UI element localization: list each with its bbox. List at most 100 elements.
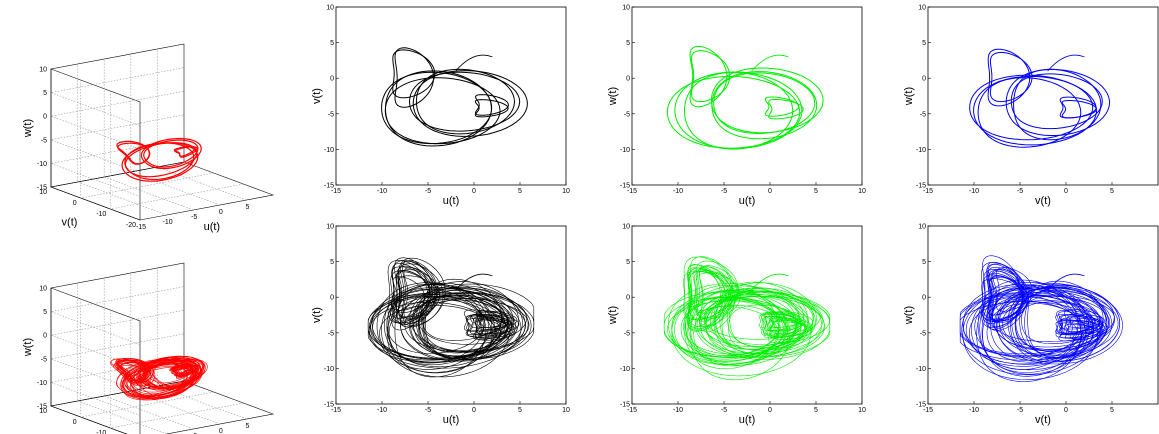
z-tick-label: 5: [43, 90, 47, 97]
y-tick-label: 0: [626, 76, 630, 83]
axes-frame: [928, 7, 1158, 185]
y-tick-label: 10: [918, 5, 926, 12]
z-axis-label: w(t): [22, 338, 34, 357]
x-axis-label: v(t): [1035, 414, 1051, 426]
z-tick-label: 10: [39, 286, 47, 293]
plot-r2c1: -15-10-50510-15-10-505-20-10010w(t)u(t)v…: [22, 263, 273, 434]
plot-r2c4: -15 -10 -5 0 5-15-10-50510v(t)w(t): [903, 224, 1158, 427]
x-tick-label: -10: [673, 188, 683, 195]
x-tick-label: -5: [191, 214, 197, 221]
y-tick-label: -5: [624, 330, 630, 337]
z-tick-label: -5: [41, 137, 47, 144]
x-tick-label: 0: [1064, 407, 1068, 414]
y-tick-label: -15: [324, 183, 334, 190]
x-tick-label: 5: [1110, 407, 1114, 414]
x-tick-label: 5: [518, 188, 522, 195]
y-tick-label: 10: [918, 224, 926, 231]
y-tick-label: -15: [620, 183, 630, 190]
grid-line: [81, 80, 214, 198]
y-tick-label: 5: [922, 259, 926, 266]
y-tick-label: 0: [73, 200, 77, 207]
y-tick-label: -5: [328, 111, 334, 118]
x-tick-label: -5: [425, 407, 431, 414]
y-tick-label: -5: [624, 111, 630, 118]
y-tick-label: 5: [330, 40, 334, 47]
y-tick-label: -10: [96, 211, 106, 218]
x-tick-label: 5: [814, 188, 818, 195]
y-tick-label: -10: [96, 430, 106, 434]
y-tick-label: 0: [626, 295, 630, 302]
z-tick-label: 0: [43, 333, 47, 340]
plot-r1c2: -15 -10 -5 0 5 10 -15 -10 -5 0 5 10 u(t) v(t): [311, 5, 570, 208]
plot-r2c3: -15 -10 -5 0 5 10-15-10-50510u(t)w(t): [607, 224, 866, 427]
x-tick-label: 5: [518, 407, 522, 414]
y-tick-label: 0: [330, 295, 334, 302]
y-tick-label: 5: [626, 40, 630, 47]
y-tick-label: 10: [622, 5, 630, 12]
y-tick-label: -10: [916, 147, 926, 154]
y-tick-label: 10: [622, 224, 630, 231]
x-tick-label: 10: [562, 188, 570, 195]
x-tick-label: -10: [673, 407, 683, 414]
x-tick-label: -5: [721, 407, 727, 414]
x-tick-label: 5: [1110, 188, 1114, 195]
box-wall: [51, 162, 273, 220]
grid-line: [131, 273, 220, 424]
x-axis-label: u(t): [739, 414, 756, 426]
x-tick-label: 5: [245, 204, 249, 211]
x-tick-label: -10: [969, 407, 979, 414]
y-tick-label: -10: [620, 147, 630, 154]
y-tick-label: -15: [620, 402, 630, 409]
axes-frame: [632, 226, 862, 404]
plot-r2c2: -15 -10 -5 0 5 10 -15 -10 -5 0 5 10 u(t) v(t): [311, 224, 570, 427]
y-tick-label: -15: [324, 402, 334, 409]
x-tick-label: -5: [425, 188, 431, 195]
x-tick-label: -10: [969, 188, 979, 195]
x-tick-label: -5: [721, 188, 727, 195]
y-tick-label: 0: [922, 295, 926, 302]
y-axis-label: v(t): [311, 88, 323, 104]
z-axis-label: w(t): [22, 119, 34, 138]
grid-line: [78, 64, 167, 215]
y-tick-label: -10: [916, 366, 926, 373]
y-tick-label: -10: [324, 366, 334, 373]
x-axis-label: u(t): [443, 414, 460, 426]
x-axis-label: u(t): [204, 221, 221, 233]
y-axis-label: v(t): [311, 307, 323, 323]
y-tick-label: 10: [39, 408, 47, 415]
x-tick-label: -5: [1017, 407, 1023, 414]
y-tick-label: 0: [330, 76, 334, 83]
z-tick-label: -5: [41, 356, 47, 363]
y-tick-label: 5: [922, 40, 926, 47]
x-tick-label: 0: [219, 209, 223, 216]
x-tick-label: 5: [814, 407, 818, 414]
y-tick-label: -5: [920, 330, 926, 337]
y-tick-label: -10: [324, 147, 334, 154]
grid-line: [104, 59, 193, 210]
x-tick-label: -15: [136, 224, 146, 231]
grid-line: [104, 278, 193, 429]
z-tick-label: 10: [39, 67, 47, 74]
plot-r1c4: -15 -10 -5 0 5-15-10-50510v(t)w(t): [903, 5, 1158, 208]
y-tick-label: 5: [626, 259, 630, 266]
x-axis-label: u(t): [443, 195, 460, 207]
y-tick-label: 10: [326, 5, 334, 12]
grid-line: [131, 54, 220, 205]
y-axis-label: v(t): [62, 217, 78, 229]
x-tick-label: 10: [562, 407, 570, 414]
x-tick-label: -10: [163, 219, 173, 226]
y-tick-label: -10: [620, 366, 630, 373]
y-tick-label: -20: [126, 222, 136, 229]
plot-r1c1: -15-10-50510-15-10-505-20-10010w(t)u(t)v…: [22, 44, 273, 233]
axes-frame: [632, 7, 862, 185]
box-wall: [51, 69, 140, 220]
axes-frame: [336, 7, 566, 185]
y-tick-label: -15: [916, 183, 926, 190]
y-tick-label: 0: [73, 419, 77, 426]
y-axis-label: w(t): [903, 306, 915, 325]
x-tick-label: 0: [472, 188, 476, 195]
x-tick-label: 0: [768, 188, 772, 195]
y-axis-label: w(t): [903, 87, 915, 106]
z-tick-label: -10: [37, 380, 47, 387]
